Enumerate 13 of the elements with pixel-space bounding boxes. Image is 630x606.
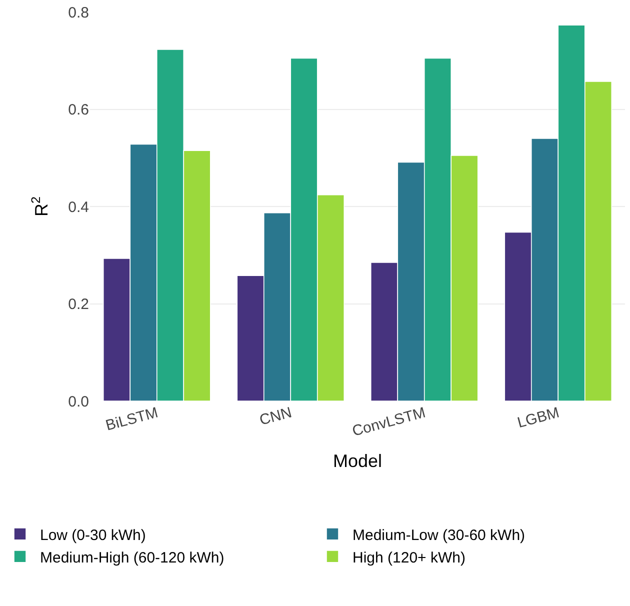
y-tick-label: 0.8: [68, 4, 89, 22]
x-tick-label: BiLSTM: [104, 404, 160, 434]
legend-label: Low (0-30 kWh): [40, 526, 146, 544]
y-tick-label: 0.0: [68, 393, 89, 410]
y-tick-label: 0.6: [68, 102, 89, 118]
y-tick-label: 0.2: [68, 296, 89, 313]
legend-label: Medium-High (60-120 kWh): [40, 549, 224, 566]
y-tick-label: 0.4: [68, 198, 89, 216]
x-tick-label: LGBM: [516, 404, 562, 432]
legend-label: High (120+ kWh): [352, 549, 466, 566]
x-axis-title: Model: [332, 451, 382, 472]
x-tick-label: CNN: [258, 404, 294, 430]
legend-label: Medium-Low (30-60 kWh): [352, 526, 526, 544]
